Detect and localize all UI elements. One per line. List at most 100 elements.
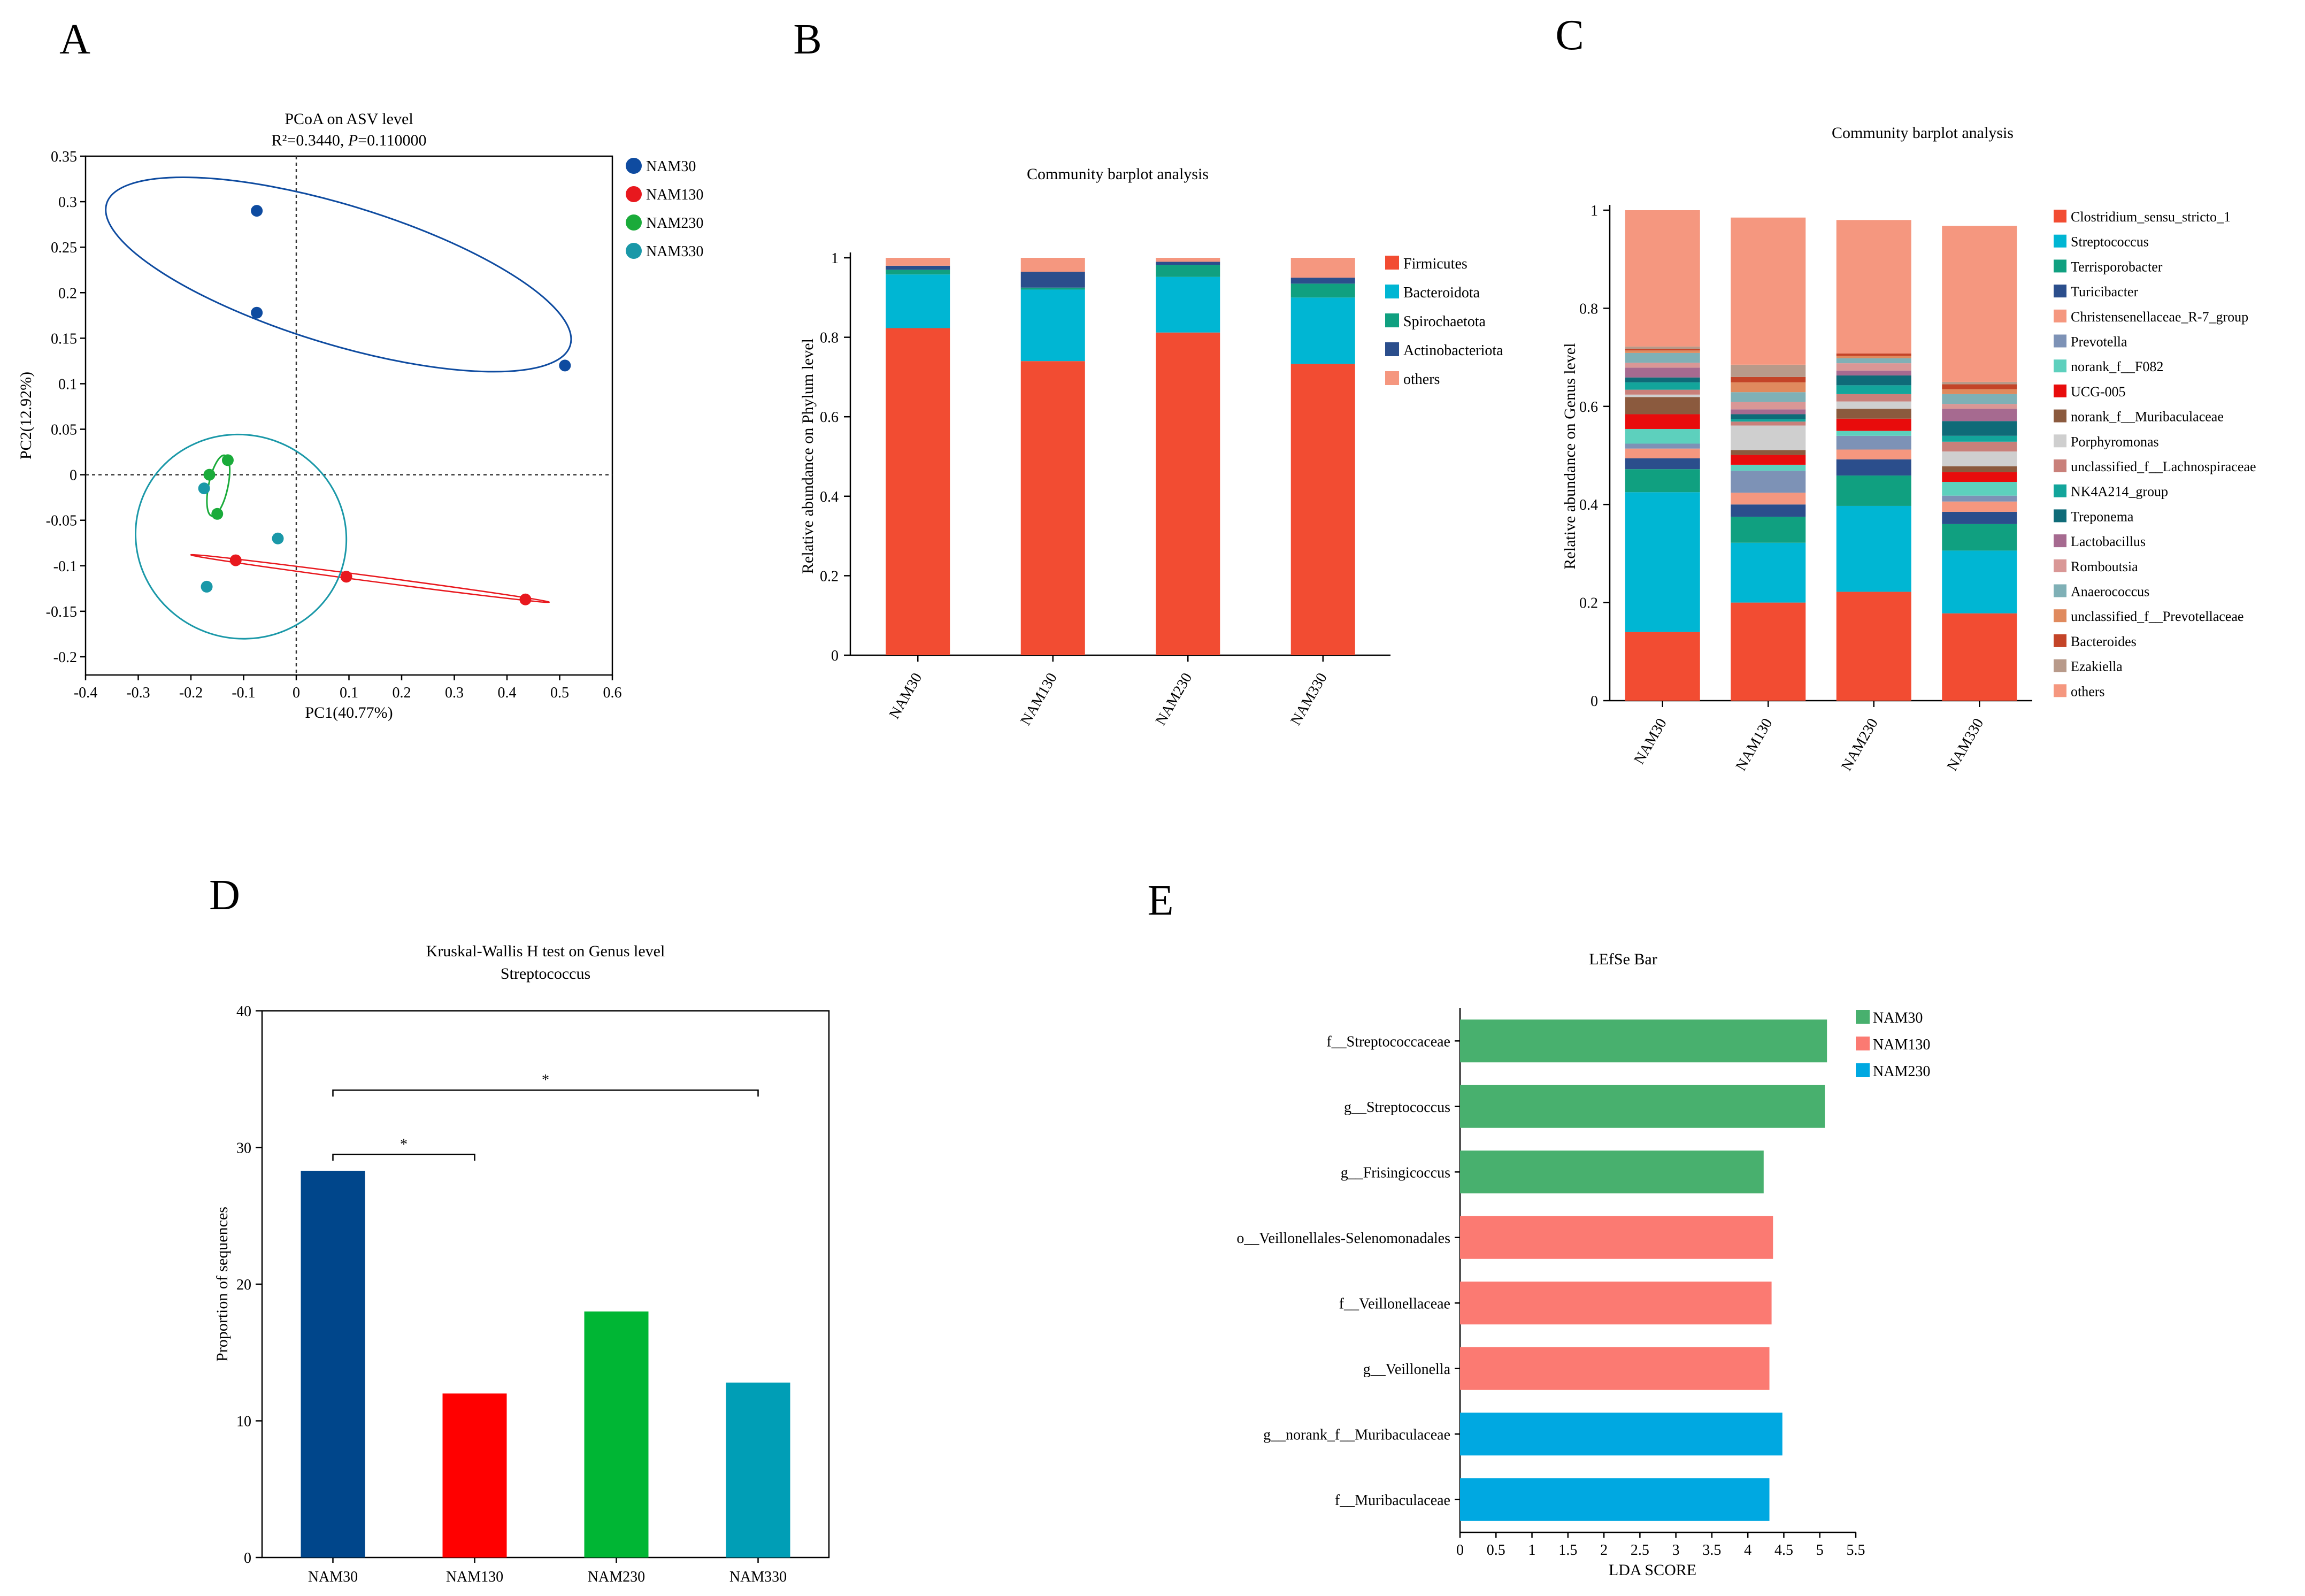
x-tick-label: 0 [1456, 1542, 1464, 1559]
x-tick-label-nam30: NAM30 [1631, 716, 1670, 767]
x-tick-label-nam130: NAM130 [1017, 670, 1061, 728]
significance-bracket [332, 1089, 759, 1097]
bar-segment-anaerococcus-nam330 [1942, 394, 2017, 404]
legend-swatch-unclassified-f-prevotellaceae [2054, 609, 2066, 623]
y-tick-label: 0.4 [820, 489, 839, 505]
bar-segment-nk4a214-group-nam230 [1836, 385, 1911, 394]
bar-segment-actinobacteriota-nam230 [1156, 262, 1220, 265]
y-tick-label: 0.35 [51, 149, 77, 165]
bar-segment-terrisporobacter-nam30 [1625, 469, 1700, 493]
x-tick-label: 4.5 [1774, 1542, 1793, 1559]
x-tick-label-nam330: NAM330 [729, 1569, 787, 1585]
lda-bar-g-frisingicoccus [1460, 1150, 1764, 1194]
legend-label-actinobacteriota: Actinobacteriota [1403, 342, 1503, 359]
x-tick-label-nam30: NAM30 [886, 670, 926, 722]
x-tick-label: 0.4 [498, 685, 517, 701]
bar-segment-streptococcus-nam330 [1942, 550, 2017, 613]
y-tick-label: 0.15 [51, 331, 77, 347]
point-nam330 [201, 580, 213, 593]
legend-swatch-treponema [2054, 509, 2066, 523]
legend-swatch-anaerococcus [2054, 584, 2066, 597]
bar-segment-ucg-005-nam30 [1625, 414, 1700, 429]
group-ellipse-nam330 [134, 433, 348, 640]
panel-letter-b: B [793, 16, 821, 63]
y-tick-label-g-frisingicoccus: g__Frisingicoccus [1341, 1164, 1450, 1181]
legend-swatch-nam30 [1856, 1010, 1870, 1024]
point-nam30 [559, 359, 571, 372]
legend-swatch-lactobacillus [2054, 534, 2066, 548]
y-axis-label: Proportion of sequences [213, 1207, 231, 1362]
x-tick-label: 3.5 [1702, 1542, 1721, 1559]
y-tick-label: 0 [70, 467, 77, 484]
bar-segment-lactobacillus-nam230 [1836, 370, 1911, 376]
bar-segment-nk4a214-group-nam130 [1731, 419, 1806, 422]
legend-label-bacteroides: Bacteroides [2071, 634, 2137, 649]
bar-segment-firmicutes-nam30 [886, 328, 950, 655]
x-tick-label: 0.2 [393, 685, 411, 701]
bar-segment-porphyromonas-nam330 [1942, 451, 2017, 466]
bar-segment-clostridium-sensu-stricto-1-nam130 [1731, 602, 1806, 701]
bar-segment-romboutsia-nam230 [1836, 363, 1911, 371]
bar-segment-anaerococcus-nam30 [1625, 352, 1700, 363]
group-ellipse-nam130 [190, 554, 550, 603]
bar-segment-anaerococcus-nam230 [1836, 358, 1911, 364]
legend-swatch-norank-f-muribaculaceae [2054, 409, 2066, 423]
bar-segment-bacteroides-nam230 [1836, 353, 1911, 356]
chart-subtitle: R²=0.3440, P=0.110000 [271, 132, 426, 149]
x-axis-label: LDA SCORE [1609, 1561, 1696, 1579]
legend-label-nam130: NAM130 [1873, 1037, 1930, 1053]
bar-nam130 [442, 1393, 507, 1557]
x-tick-label: -0.3 [126, 685, 150, 701]
bar-segment-unclassified-f-lachnospiraceae-nam130 [1731, 421, 1806, 426]
group-ellipse-nam30 [105, 177, 572, 373]
y-tick-label: 0.1 [58, 376, 77, 393]
bar-nam30 [301, 1170, 365, 1557]
point-nam330 [272, 532, 284, 544]
chart-title: LEfSe Bar [1589, 950, 1657, 968]
bar-segment-turicibacter-nam130 [1731, 504, 1806, 517]
x-tick-label: 4 [1744, 1542, 1751, 1559]
significance-label: * [400, 1136, 408, 1153]
legend-label-nam30: NAM30 [646, 158, 696, 175]
legend-swatch-others [2054, 684, 2066, 697]
legend-swatch-nk4a214-group [2054, 484, 2066, 497]
point-nam130 [340, 571, 352, 583]
legend-swatch-romboutsia [2054, 559, 2066, 572]
legend-label-unclassified-f-prevotellaceae: unclassified_f__Prevotellaceae [2071, 609, 2243, 624]
legend-label-norank-f-muribaculaceae: norank_f__Muribaculaceae [2071, 409, 2224, 425]
bar-segment-bacteroidota-nam30 [886, 274, 950, 328]
bar-segment-ucg-005-nam130 [1731, 455, 1806, 465]
point-nam30 [251, 306, 263, 319]
legend-label-others: others [2071, 684, 2105, 699]
lda-bar-g-streptococcus [1460, 1085, 1825, 1128]
legend-label-ucg-005: UCG-005 [2071, 384, 2126, 400]
y-tick-label-g-norank-f-muribaculaceae: g__norank_f__Muribaculaceae [1263, 1426, 1450, 1443]
y-tick-label-g-veillonella: g__Veillonella [1363, 1361, 1451, 1378]
panel-letter-c: C [1555, 12, 1584, 59]
legend-label-romboutsia: Romboutsia [2071, 559, 2138, 574]
y-axis-label: PC2(12.92%) [17, 372, 35, 459]
bar-segment-norank-f-f082-nam30 [1625, 428, 1700, 444]
bar-segment-bacteroidota-nam330 [1290, 297, 1355, 364]
bar-segment-turicibacter-nam230 [1836, 459, 1911, 476]
legend-label-nam230: NAM230 [646, 215, 703, 232]
bar-segment-treponema-nam30 [1625, 377, 1700, 382]
bar-segment-clostridium-sensu-stricto-1-nam330 [1942, 613, 2017, 701]
x-tick-label-nam230: NAM230 [1838, 716, 1881, 773]
x-axis-label: PC1(40.77%) [305, 704, 393, 722]
legend-label-others: others [1403, 371, 1440, 388]
x-tick-label: 0.3 [445, 685, 464, 701]
legend-label-nk4a214-group: NK4A214_group [2071, 484, 2168, 500]
bar-segment-prevotella-nam130 [1731, 470, 1806, 493]
y-tick-label-g-streptococcus: g__Streptococcus [1344, 1099, 1450, 1116]
x-tick-label: -0.2 [179, 685, 203, 701]
bar-segment-turicibacter-nam30 [1625, 458, 1700, 470]
subtitle-r2: R²=0.3440, [271, 132, 348, 149]
legend-marker-nam130 [626, 186, 642, 202]
lda-bar-f-muribaculaceae [1460, 1478, 1770, 1521]
legend-swatch-prevotella [2054, 334, 2066, 348]
bar-segment-others-nam330 [1942, 226, 2017, 382]
bar-segment-treponema-nam230 [1836, 375, 1911, 386]
subtitle-p-label: P [348, 132, 358, 149]
